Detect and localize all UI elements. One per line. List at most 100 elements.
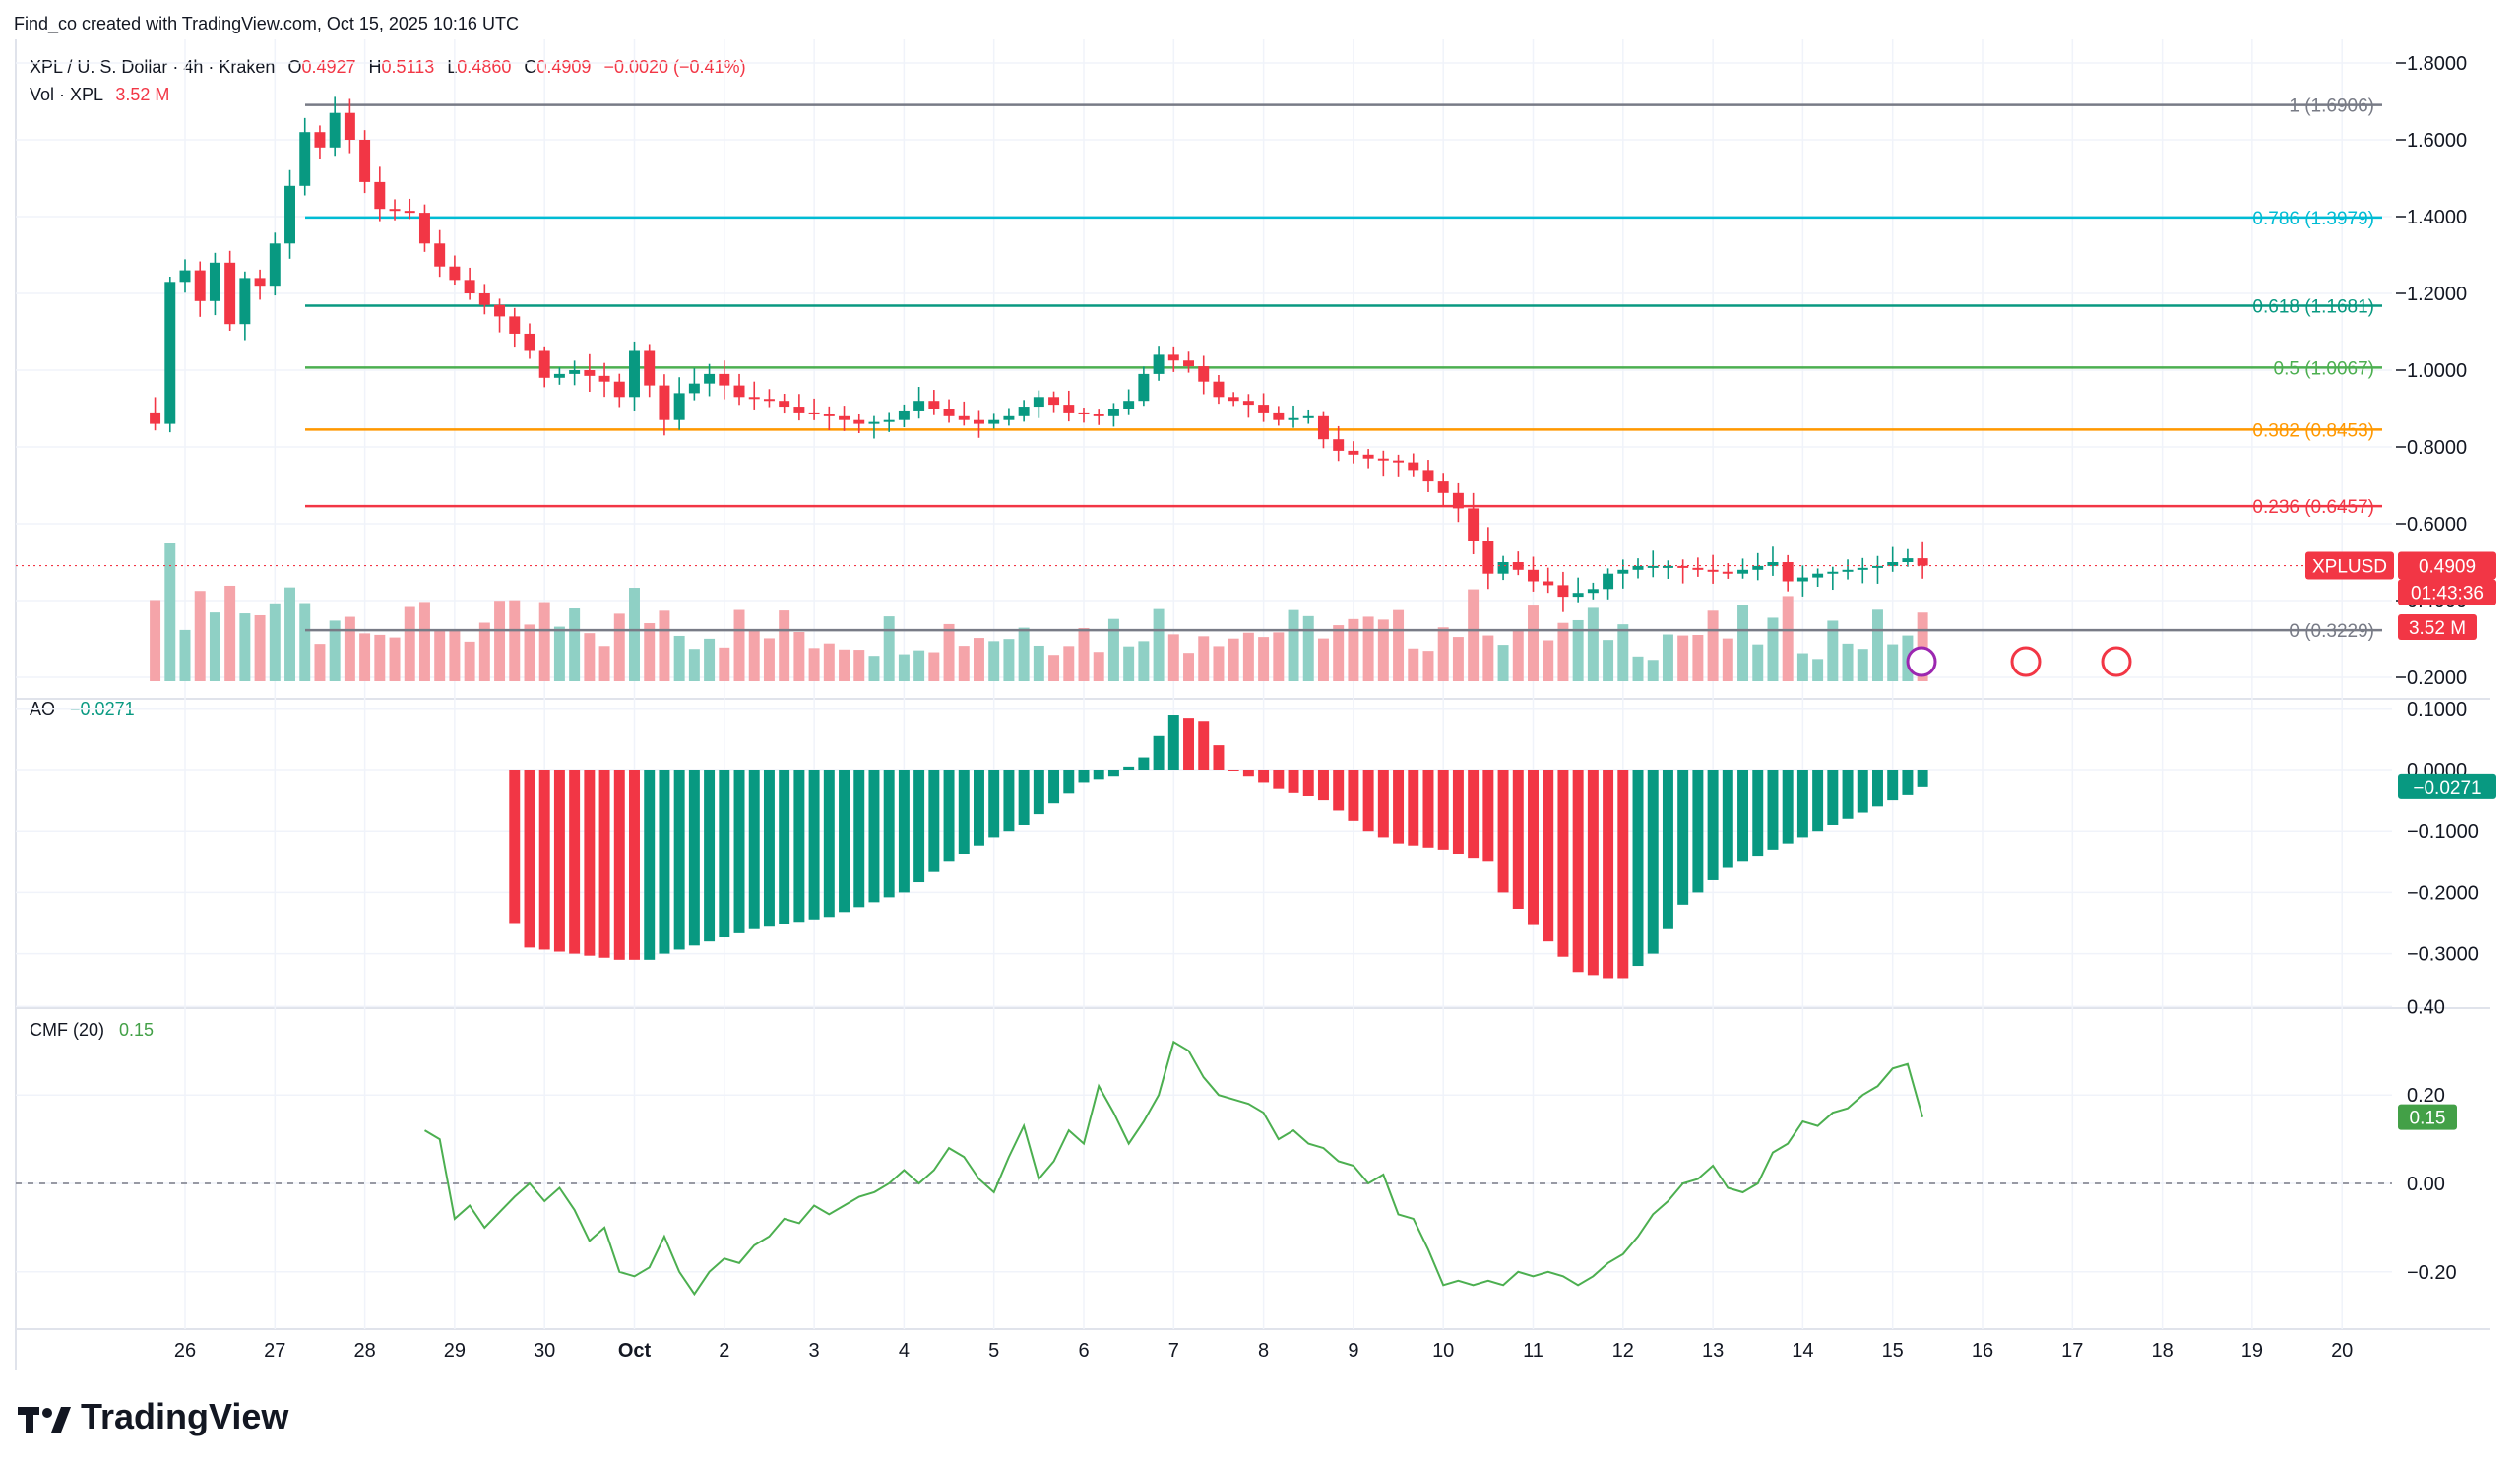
candle-body: [733, 385, 745, 398]
candle-body: [553, 373, 565, 378]
candle-body: [1167, 354, 1179, 361]
high-label: H: [368, 57, 382, 77]
candle-body: [1528, 569, 1539, 582]
candle-body: [988, 419, 1000, 424]
volume-bar: [958, 646, 970, 681]
volume-bar: [704, 638, 716, 681]
candlesticks: [16, 96, 2392, 612]
candle-body: [1138, 373, 1150, 402]
volume-bar: [1408, 648, 1419, 681]
volume-bar: [1857, 649, 1868, 681]
ao-bar: [1393, 770, 1405, 844]
candle-body: [1587, 589, 1599, 594]
volume-bar: [418, 602, 430, 681]
volume-bar: [1468, 589, 1480, 681]
candle-body: [1107, 409, 1119, 416]
ao-bar: [1033, 770, 1044, 815]
candle-body: [389, 209, 401, 212]
ao-bar: [1048, 770, 1060, 804]
volume-value: 3.52 M: [115, 85, 170, 104]
ao-bar: [1362, 770, 1374, 832]
ao-bar: [1572, 770, 1584, 973]
tradingview-logo[interactable]: TradingView: [18, 1396, 288, 1437]
y-tick-label: 0.6000: [2407, 514, 2467, 536]
candle-body: [974, 419, 984, 424]
symbol-badge: XPLUSD: [2312, 557, 2387, 578]
caption-text: Find_co created with TradingView.com, Oc…: [14, 14, 519, 33]
candle-body: [1842, 569, 1854, 572]
candle-body: [763, 399, 775, 402]
x-tick-label: 11: [1523, 1340, 1544, 1362]
price-axis: 26 27 28 29 30 Oct 2 3 4 5 6 7 8 9 10 11 12 13 14 15 16 17 18 1…: [174, 53, 2479, 1362]
ao-bar: [1123, 766, 1135, 770]
ao-bar: [644, 770, 656, 960]
candle-body: [1887, 562, 1899, 566]
x-tick-label: 14: [1792, 1340, 1813, 1362]
ao-bar: [704, 770, 716, 942]
x-tick-label: 2: [719, 1340, 729, 1362]
ao-bar: [1917, 770, 1928, 787]
ao-bar: [1752, 770, 1764, 857]
y-tick-label: 1.0000: [2407, 360, 2467, 382]
volume-bar: [688, 649, 700, 681]
candle-body: [898, 410, 910, 420]
candle-body: [673, 393, 685, 420]
candle-body: [1228, 397, 1239, 402]
ao-bar: [1288, 770, 1299, 793]
candle-body: [1692, 567, 1704, 570]
candle-body: [883, 419, 895, 422]
fib-label: 0.786 (1.3979): [2252, 209, 2374, 229]
volume-bar: [719, 647, 730, 681]
volume-bar: [584, 633, 596, 681]
top-caption: Find_co created with TradingView.com, Oc…: [14, 14, 519, 34]
fib-label: 0.618 (1.1681): [2252, 296, 2374, 317]
ao-bar: [1167, 715, 1179, 770]
volume-bar: [1317, 638, 1329, 681]
ao-bar: [1796, 770, 1808, 838]
candle-body: [404, 211, 415, 214]
ao-bar: [1842, 770, 1854, 819]
volume-bar: [389, 637, 401, 681]
volume-bar: [434, 630, 446, 681]
fib-label: 0.5 (1.0067): [2274, 358, 2374, 379]
candle-body: [1917, 558, 1928, 566]
x-tick-label: 7: [1168, 1340, 1179, 1362]
candle-body: [478, 293, 490, 305]
candle-body: [779, 401, 790, 408]
last-price-badge-bg: [2398, 551, 2496, 580]
volume-bar: [1603, 640, 1614, 681]
candle-body: [1018, 407, 1030, 416]
fib-label: 1 (1.6906): [2289, 96, 2374, 117]
fib-label: 0.382 (0.8453): [2252, 420, 2374, 441]
volume-bar: [1183, 653, 1194, 681]
ao-bar: [1857, 770, 1868, 813]
volume-bar: [314, 644, 326, 681]
candle-body: [868, 421, 880, 424]
volume-bar: [1557, 622, 1569, 681]
ao-bar: [1692, 770, 1704, 893]
candle-body: [1078, 412, 1090, 414]
volume-bar: [1228, 638, 1239, 681]
low-label: L: [447, 57, 458, 77]
ao-tick-label: −0.3000: [2407, 944, 2479, 966]
candle-body: [434, 243, 446, 267]
candle-body: [344, 112, 355, 140]
candle-body: [1482, 541, 1494, 574]
volume-bar: [524, 624, 536, 681]
ao-bar: [1273, 770, 1285, 789]
candle-body: [449, 266, 461, 281]
volume-bar: [644, 623, 656, 681]
volume-bar: [839, 649, 850, 681]
ao-bar: [509, 770, 521, 924]
ao-bar: [823, 770, 835, 918]
cmf-legend: CMF (20) 0.15: [30, 1020, 154, 1041]
volume-bar: [1812, 659, 1824, 681]
candle-body: [839, 415, 850, 420]
volume-bar: [598, 646, 610, 681]
candle-body: [284, 185, 295, 244]
ao-bar: [1603, 770, 1614, 979]
ao-bar: [914, 770, 925, 883]
volume-bar: [374, 634, 386, 681]
volume-bar: [1258, 637, 1270, 681]
